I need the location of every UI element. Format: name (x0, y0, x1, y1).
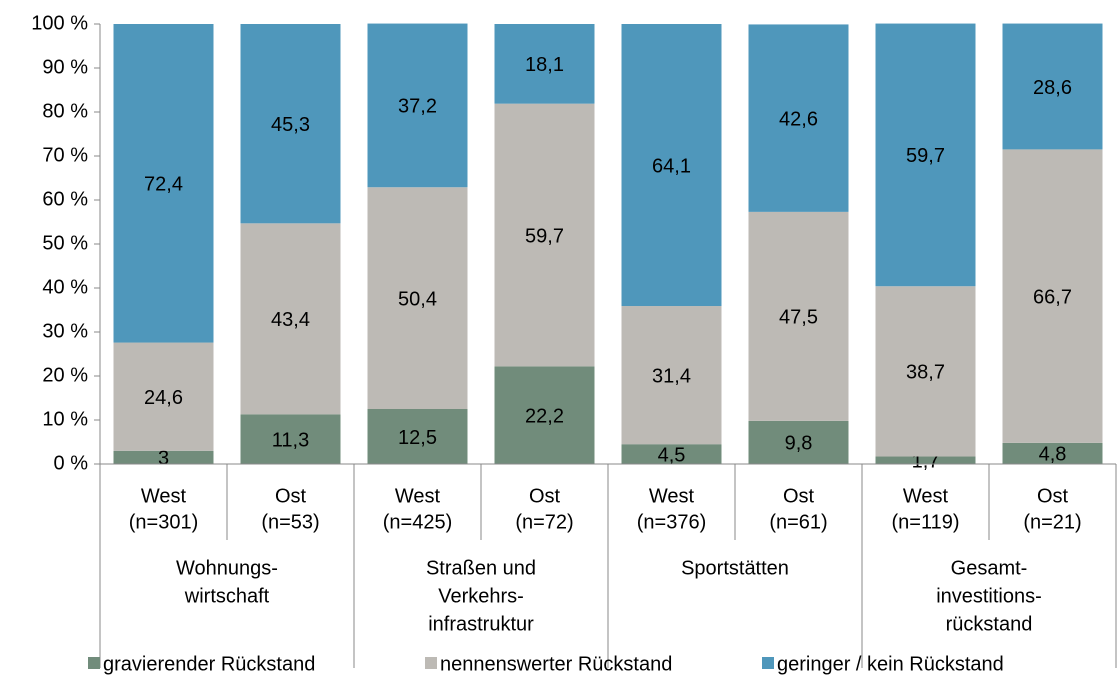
value-label: 4,8 (1039, 444, 1067, 466)
bar-segment (1002, 149, 1103, 443)
value-label: 11,3 (272, 429, 309, 451)
bar-segment (748, 211, 849, 421)
x-tick-label: West (649, 485, 695, 507)
value-label: 22,2 (525, 405, 564, 427)
y-tick-label: 0 % (54, 452, 89, 474)
x-tick-label: Ost (275, 485, 307, 507)
bar-segment (494, 103, 595, 367)
x-tick-label: Ost (529, 485, 561, 507)
value-label: 37,2 (398, 96, 437, 118)
bar-segment (621, 24, 722, 307)
y-tick-label: 40 % (42, 276, 88, 298)
legend-swatch (762, 657, 774, 669)
bar-segment (113, 24, 214, 343)
bar-segment (240, 24, 341, 224)
bar-segment (240, 223, 341, 415)
x-tick-label: (n=61) (769, 511, 827, 533)
bar-segment (748, 24, 849, 212)
value-label: 18,1 (525, 54, 564, 76)
value-label: 9,8 (785, 433, 813, 455)
group-label: wirtschaft (184, 585, 270, 607)
y-tick-label: 100 % (31, 12, 88, 34)
value-label: 24,6 (144, 387, 183, 409)
value-label: 50,4 (398, 288, 437, 310)
bar-segment (113, 450, 214, 464)
y-tick-label: 60 % (42, 188, 88, 210)
bar-segment (748, 420, 849, 464)
bar-segment (621, 444, 722, 464)
y-tick-label: 90 % (42, 56, 88, 78)
bar-segment (494, 24, 595, 104)
x-tick-label: Ost (783, 485, 815, 507)
value-label: 28,6 (1033, 77, 1072, 99)
y-tick-label: 50 % (42, 232, 88, 254)
value-label: 59,7 (525, 225, 564, 247)
group-label: Sportstätten (681, 557, 789, 579)
value-label: 4,5 (658, 444, 686, 466)
y-tick-label: 80 % (42, 100, 88, 122)
legend-label: gravierender Rückstand (103, 653, 315, 675)
bar-segment (113, 342, 214, 451)
legend-swatch (88, 657, 100, 669)
bar-segment (1002, 23, 1103, 150)
value-label: 72,4 (144, 174, 183, 196)
bar-segment (367, 187, 468, 409)
group-label: Straßen und (426, 557, 536, 579)
x-tick-label: (n=72) (515, 511, 573, 533)
bar-segment (621, 306, 722, 445)
value-label: 38,7 (906, 362, 945, 384)
x-tick-label: West (141, 485, 187, 507)
bar-segment (367, 409, 468, 464)
group-label: infrastruktur (428, 613, 534, 635)
x-tick-label: Ost (1037, 485, 1069, 507)
x-tick-label: (n=53) (261, 511, 319, 533)
legend-label: geringer / kein Rückstand (777, 653, 1004, 675)
y-tick-label: 70 % (42, 144, 88, 166)
group-label: Gesamt- (951, 557, 1028, 579)
x-tick-label: (n=376) (637, 511, 707, 533)
group-label: investitions- (936, 585, 1042, 607)
value-label: 45,3 (271, 114, 310, 136)
value-label: 12,5 (398, 427, 437, 449)
bar-segment (875, 286, 976, 457)
x-tick-label: (n=21) (1023, 511, 1081, 533)
x-tick-label: West (903, 485, 949, 507)
x-tick-label: West (395, 485, 441, 507)
group-label: Verkehrs- (438, 585, 524, 607)
value-label: 66,7 (1033, 286, 1072, 308)
value-label: 31,4 (652, 365, 691, 387)
value-label: 3 (158, 448, 169, 470)
y-tick-label: 20 % (42, 364, 88, 386)
legend-swatch (425, 657, 437, 669)
bar-segment (1002, 442, 1103, 464)
group-label: rückstand (946, 613, 1033, 635)
y-tick-label: 30 % (42, 320, 88, 342)
y-tick-label: 10 % (42, 408, 88, 430)
value-label: 64,1 (652, 155, 691, 177)
x-tick-label: (n=119) (891, 511, 959, 533)
bar-segment (494, 366, 595, 464)
value-label: 47,5 (779, 307, 818, 329)
x-tick-label: (n=301) (129, 511, 199, 533)
bar-segment (875, 456, 976, 464)
bar-segment (240, 414, 341, 464)
bar-segment (367, 23, 468, 188)
legend-label: nennenswerter Rückstand (440, 653, 672, 675)
group-label: Wohnungs- (176, 557, 278, 579)
value-label: 42,6 (779, 108, 818, 130)
value-label: 59,7 (906, 145, 945, 167)
value-label: 43,4 (271, 309, 310, 331)
x-tick-label: (n=425) (383, 511, 453, 533)
bar-segment (875, 23, 976, 287)
